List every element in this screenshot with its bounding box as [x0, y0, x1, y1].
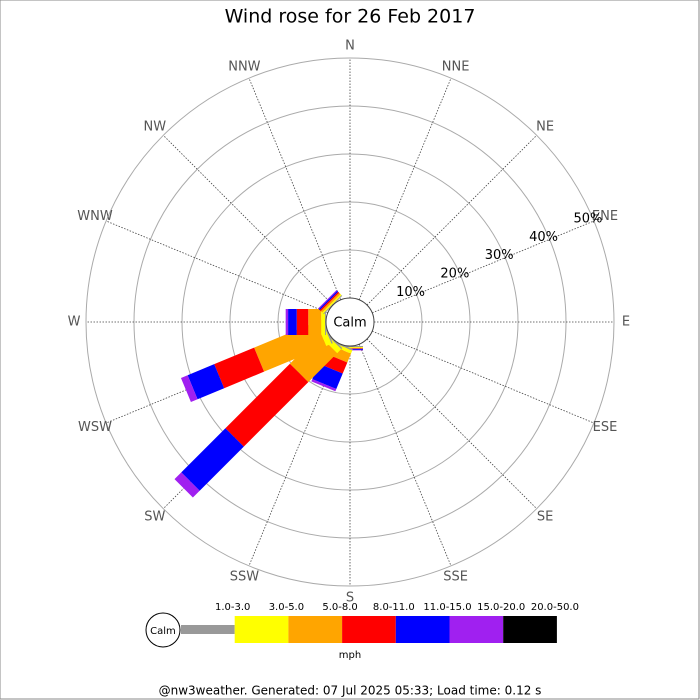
legend-unit: mph	[339, 650, 361, 661]
direction-label: NNW	[228, 60, 260, 75]
legend-label: 8.0-11.0	[373, 602, 415, 613]
direction-label: W	[68, 315, 81, 330]
bar-segment	[180, 375, 198, 402]
direction-label: SSW	[230, 569, 260, 584]
legend-calm	[145, 612, 181, 648]
bar-segment	[174, 472, 200, 498]
bar-segment	[308, 309, 322, 335]
legend-swatch	[449, 616, 504, 643]
spoke	[366, 338, 537, 509]
bar-segment	[320, 292, 341, 313]
legend-swatch	[342, 616, 396, 643]
calm-circle	[325, 297, 375, 347]
ring-label: 10%	[396, 285, 425, 300]
spoke	[358, 77, 452, 300]
bar-segment	[321, 309, 326, 335]
direction-label: E	[622, 315, 630, 330]
bar-segment	[285, 309, 289, 335]
legend-swatch	[181, 625, 235, 634]
bar-segment	[289, 334, 338, 383]
bar-segment	[225, 363, 309, 447]
spoke	[248, 77, 342, 300]
legend-swatch	[234, 616, 289, 643]
bar-segment	[318, 290, 339, 311]
bar-segment	[322, 294, 342, 314]
spoke	[163, 135, 334, 306]
bar-segment	[288, 309, 297, 335]
legend-label: 5.0-8.0	[322, 602, 357, 613]
direction-label: NE	[536, 119, 554, 134]
direction-label: NNE	[442, 60, 470, 75]
legend-label: 3.0-5.0	[269, 602, 304, 613]
spoke	[366, 135, 537, 306]
direction-label: NW	[144, 119, 167, 134]
direction-label: SSE	[443, 569, 468, 584]
bar-segment	[311, 379, 337, 392]
direction-label: SE	[537, 510, 553, 525]
footer: @nw3weather. Generated: 07 Jul 2025 05:3…	[159, 684, 542, 698]
legend-label: 1.0-3.0	[215, 602, 250, 613]
chart-title: Wind rose for 26 Feb 2017	[225, 6, 476, 28]
direction-label: ENE	[592, 209, 618, 224]
direction-label: N	[345, 39, 355, 54]
ring-label: 20%	[440, 267, 469, 282]
legend-swatch	[288, 616, 343, 643]
spoke	[372, 330, 595, 424]
spoke	[105, 220, 328, 314]
direction-label: WNW	[77, 209, 113, 224]
spoke	[358, 344, 452, 567]
bar-segment	[181, 428, 244, 491]
bar-segment	[187, 364, 225, 400]
bar-segment	[296, 309, 309, 335]
ring-label: 30%	[485, 248, 514, 263]
direction-label: SW	[144, 510, 165, 525]
ring-label: 40%	[529, 230, 558, 245]
legend-label: 20.0-50.0	[531, 602, 579, 613]
legend-label: 15.0-20.0	[477, 602, 525, 613]
calm-label: Calm	[333, 316, 366, 331]
direction-label: ESE	[593, 420, 618, 435]
direction-label: WSW	[78, 420, 112, 435]
bar-segment	[319, 291, 340, 312]
legend-calm-label: Calm	[150, 626, 176, 637]
legend-label: 11.0-15.0	[423, 602, 471, 613]
legend-swatch	[395, 616, 450, 643]
grid-ring	[85, 57, 615, 587]
spoke	[372, 220, 595, 314]
ring-label: 50%	[573, 211, 602, 226]
direction-label: S	[346, 591, 354, 606]
bar-segment	[214, 347, 265, 389]
bar-segment	[318, 290, 338, 310]
legend-swatch	[503, 616, 557, 643]
